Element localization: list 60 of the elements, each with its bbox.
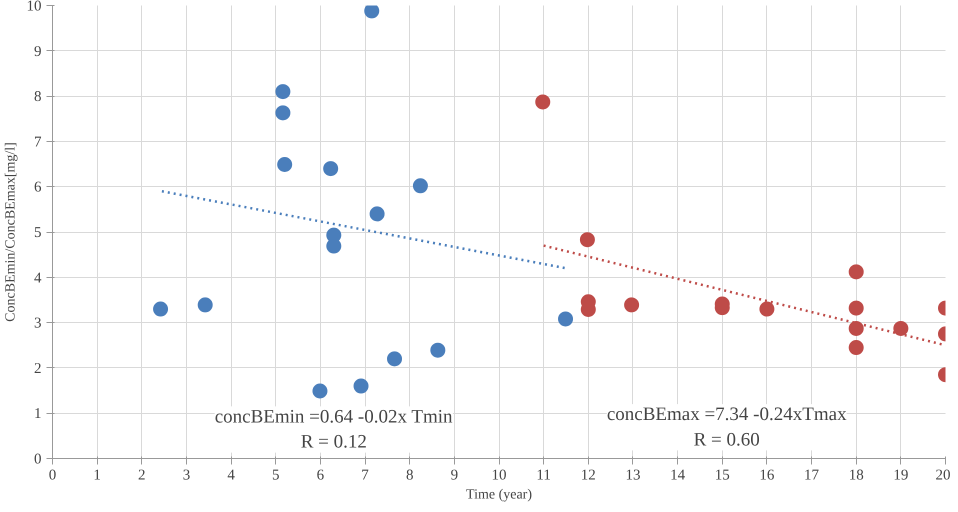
y-axis-title: ConcBEmin/ConcBEmax[mg/l] <box>4 142 18 322</box>
point <box>848 340 864 355</box>
point <box>323 161 338 176</box>
y-tick-label: 9 <box>34 44 42 60</box>
x-tick-label: 5 <box>272 468 280 484</box>
x-tick-label: 14 <box>670 468 686 484</box>
x-tick-label: 10 <box>492 468 506 484</box>
y-tick-label: 2 <box>34 360 42 377</box>
y-tick-label: 1 <box>34 406 42 422</box>
x-tick-label: 3 <box>182 468 190 484</box>
point <box>430 342 446 358</box>
y-tick-label: 6 <box>34 180 42 196</box>
point <box>354 378 369 394</box>
y-tick-label: 4 <box>34 270 42 286</box>
y-tick-label: 8 <box>34 89 42 106</box>
point <box>312 384 328 398</box>
point <box>848 264 864 280</box>
point <box>759 302 774 316</box>
x-tick-label: 13 <box>625 468 640 484</box>
point <box>370 206 385 222</box>
x-tick-label: 0 <box>48 468 56 484</box>
x-tick-label: 16 <box>759 468 775 484</box>
x-tick-label: 7 <box>361 468 370 484</box>
point <box>275 105 290 120</box>
x-tick-label: 20 <box>936 468 950 484</box>
point <box>277 157 292 172</box>
x-tick-label: 19 <box>893 468 908 484</box>
y-tick-label: 0 <box>34 452 42 468</box>
point <box>848 300 864 316</box>
point <box>624 297 640 312</box>
annotation: concBEmin =0.64 -0.02x Tmin R = 0.12 <box>214 406 454 453</box>
x-axis-title: Time (year) <box>466 488 532 502</box>
x-tick-label: 9 <box>450 468 458 484</box>
y-tick-label: 10 <box>26 0 42 14</box>
x-tick-label: 2 <box>138 468 146 484</box>
x-tick-label: 12 <box>580 468 596 484</box>
point <box>893 321 908 336</box>
point <box>198 297 213 312</box>
x-tick-label: 15 <box>714 468 730 484</box>
point <box>558 311 574 326</box>
x-tick-label: 17 <box>804 468 820 484</box>
point <box>364 6 380 18</box>
y-tick-label: 7 <box>34 134 42 150</box>
x-tick-label: 1 <box>93 468 101 484</box>
x-tick-label: 11 <box>536 468 551 484</box>
point <box>848 321 864 336</box>
annotation: concBEmax =7.34 -0.24xTmax R = 0.60 <box>606 404 848 450</box>
point <box>580 232 595 248</box>
x-tick-label: 4 <box>227 468 236 484</box>
point <box>387 351 402 366</box>
point <box>535 94 550 110</box>
y-tick-label: 3 <box>34 316 42 332</box>
point <box>153 302 168 316</box>
x-tick-label: 18 <box>848 468 864 484</box>
x-tick-label: 8 <box>406 468 414 484</box>
point <box>275 84 290 100</box>
point <box>412 178 428 194</box>
y-tick-label: 5 <box>34 225 42 241</box>
x-tick-label: 6 <box>316 468 325 484</box>
point <box>326 238 342 254</box>
